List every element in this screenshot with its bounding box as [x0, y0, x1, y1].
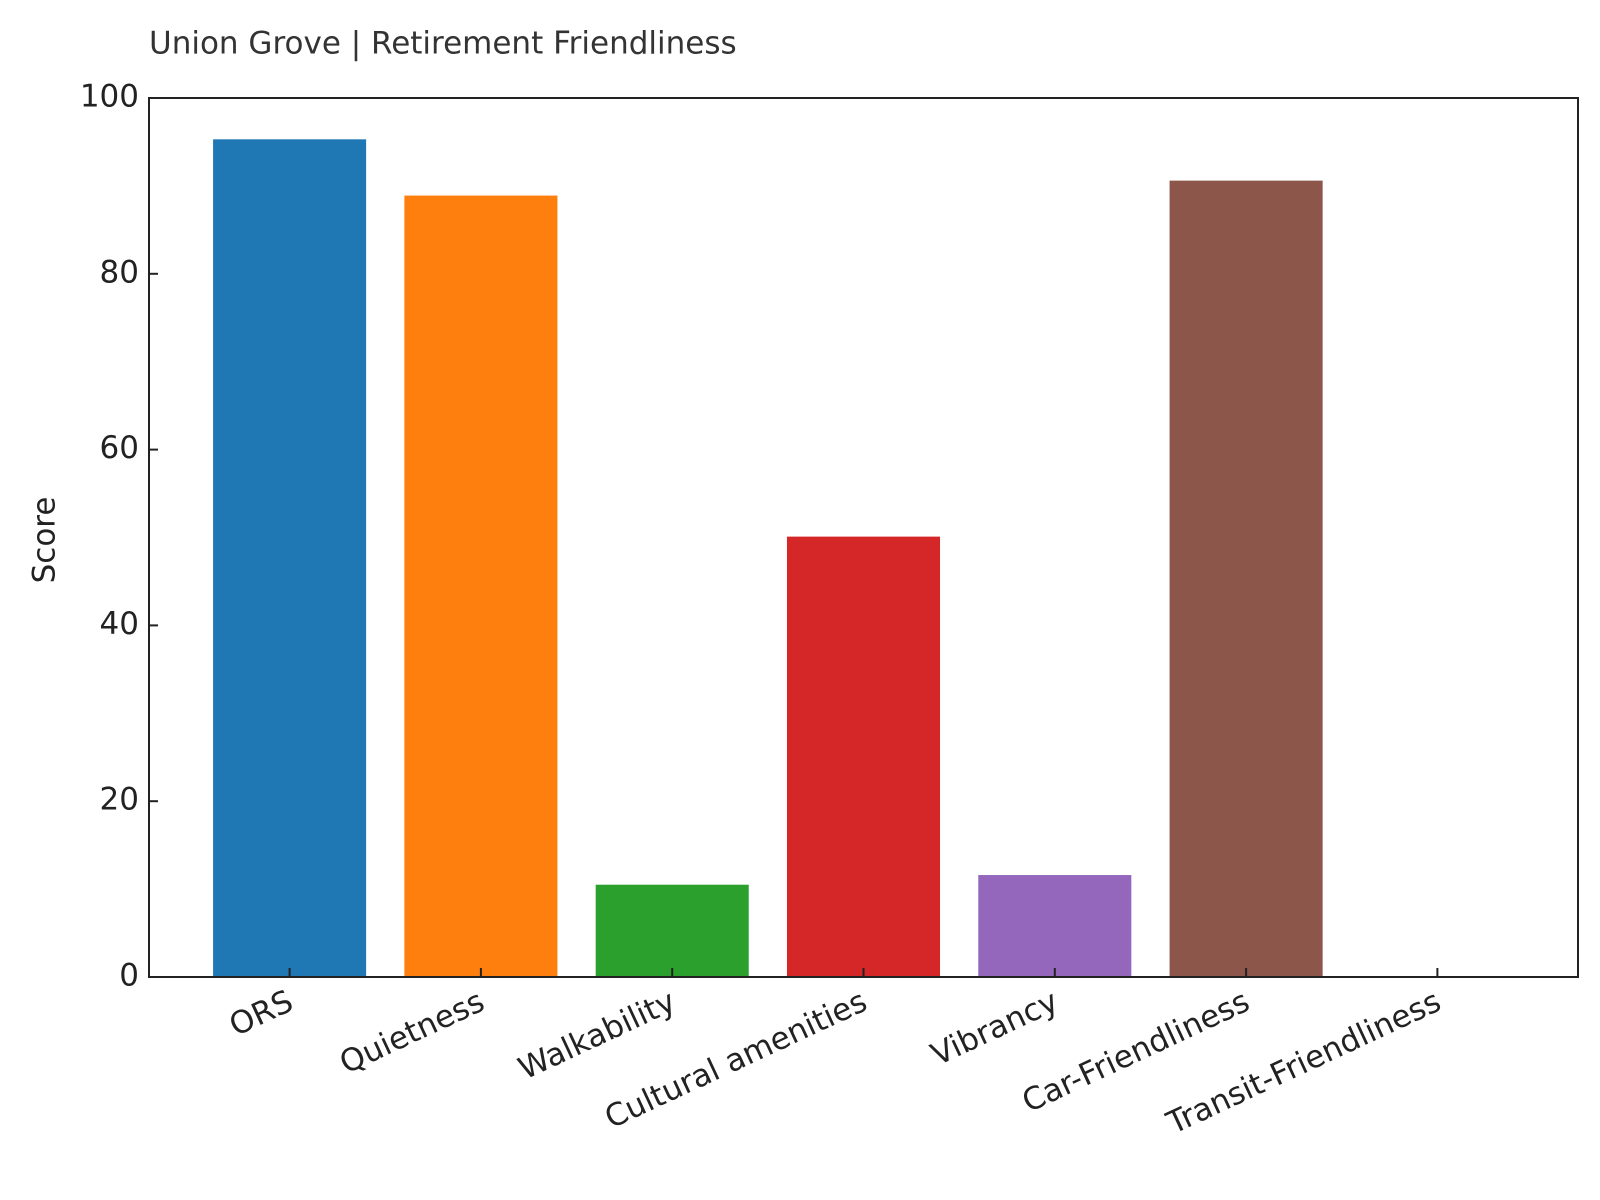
x-tick-label: Quietness — [334, 983, 490, 1081]
x-tick-label: Vibrancy — [926, 983, 1064, 1073]
y-tick-label: 0 — [119, 958, 139, 994]
plot-frame — [148, 97, 1579, 978]
y-tick-label: 20 — [100, 782, 139, 818]
x-tick-label: Walkability — [513, 983, 681, 1087]
bar — [786, 536, 941, 977]
bar — [978, 875, 1132, 977]
bar — [1169, 180, 1323, 978]
bar — [404, 195, 558, 978]
bar — [595, 884, 749, 977]
chart-title: Union Grove | Retirement Friendliness — [149, 26, 737, 62]
y-tick-label: 80 — [100, 254, 139, 290]
y-tick-label: 100 — [80, 79, 139, 115]
bar — [213, 139, 367, 978]
x-tick-label: ORS — [224, 983, 299, 1043]
y-tick-label: 40 — [100, 606, 139, 642]
y-tick-label: 60 — [100, 430, 139, 466]
y-axis-label: Score — [27, 497, 63, 584]
